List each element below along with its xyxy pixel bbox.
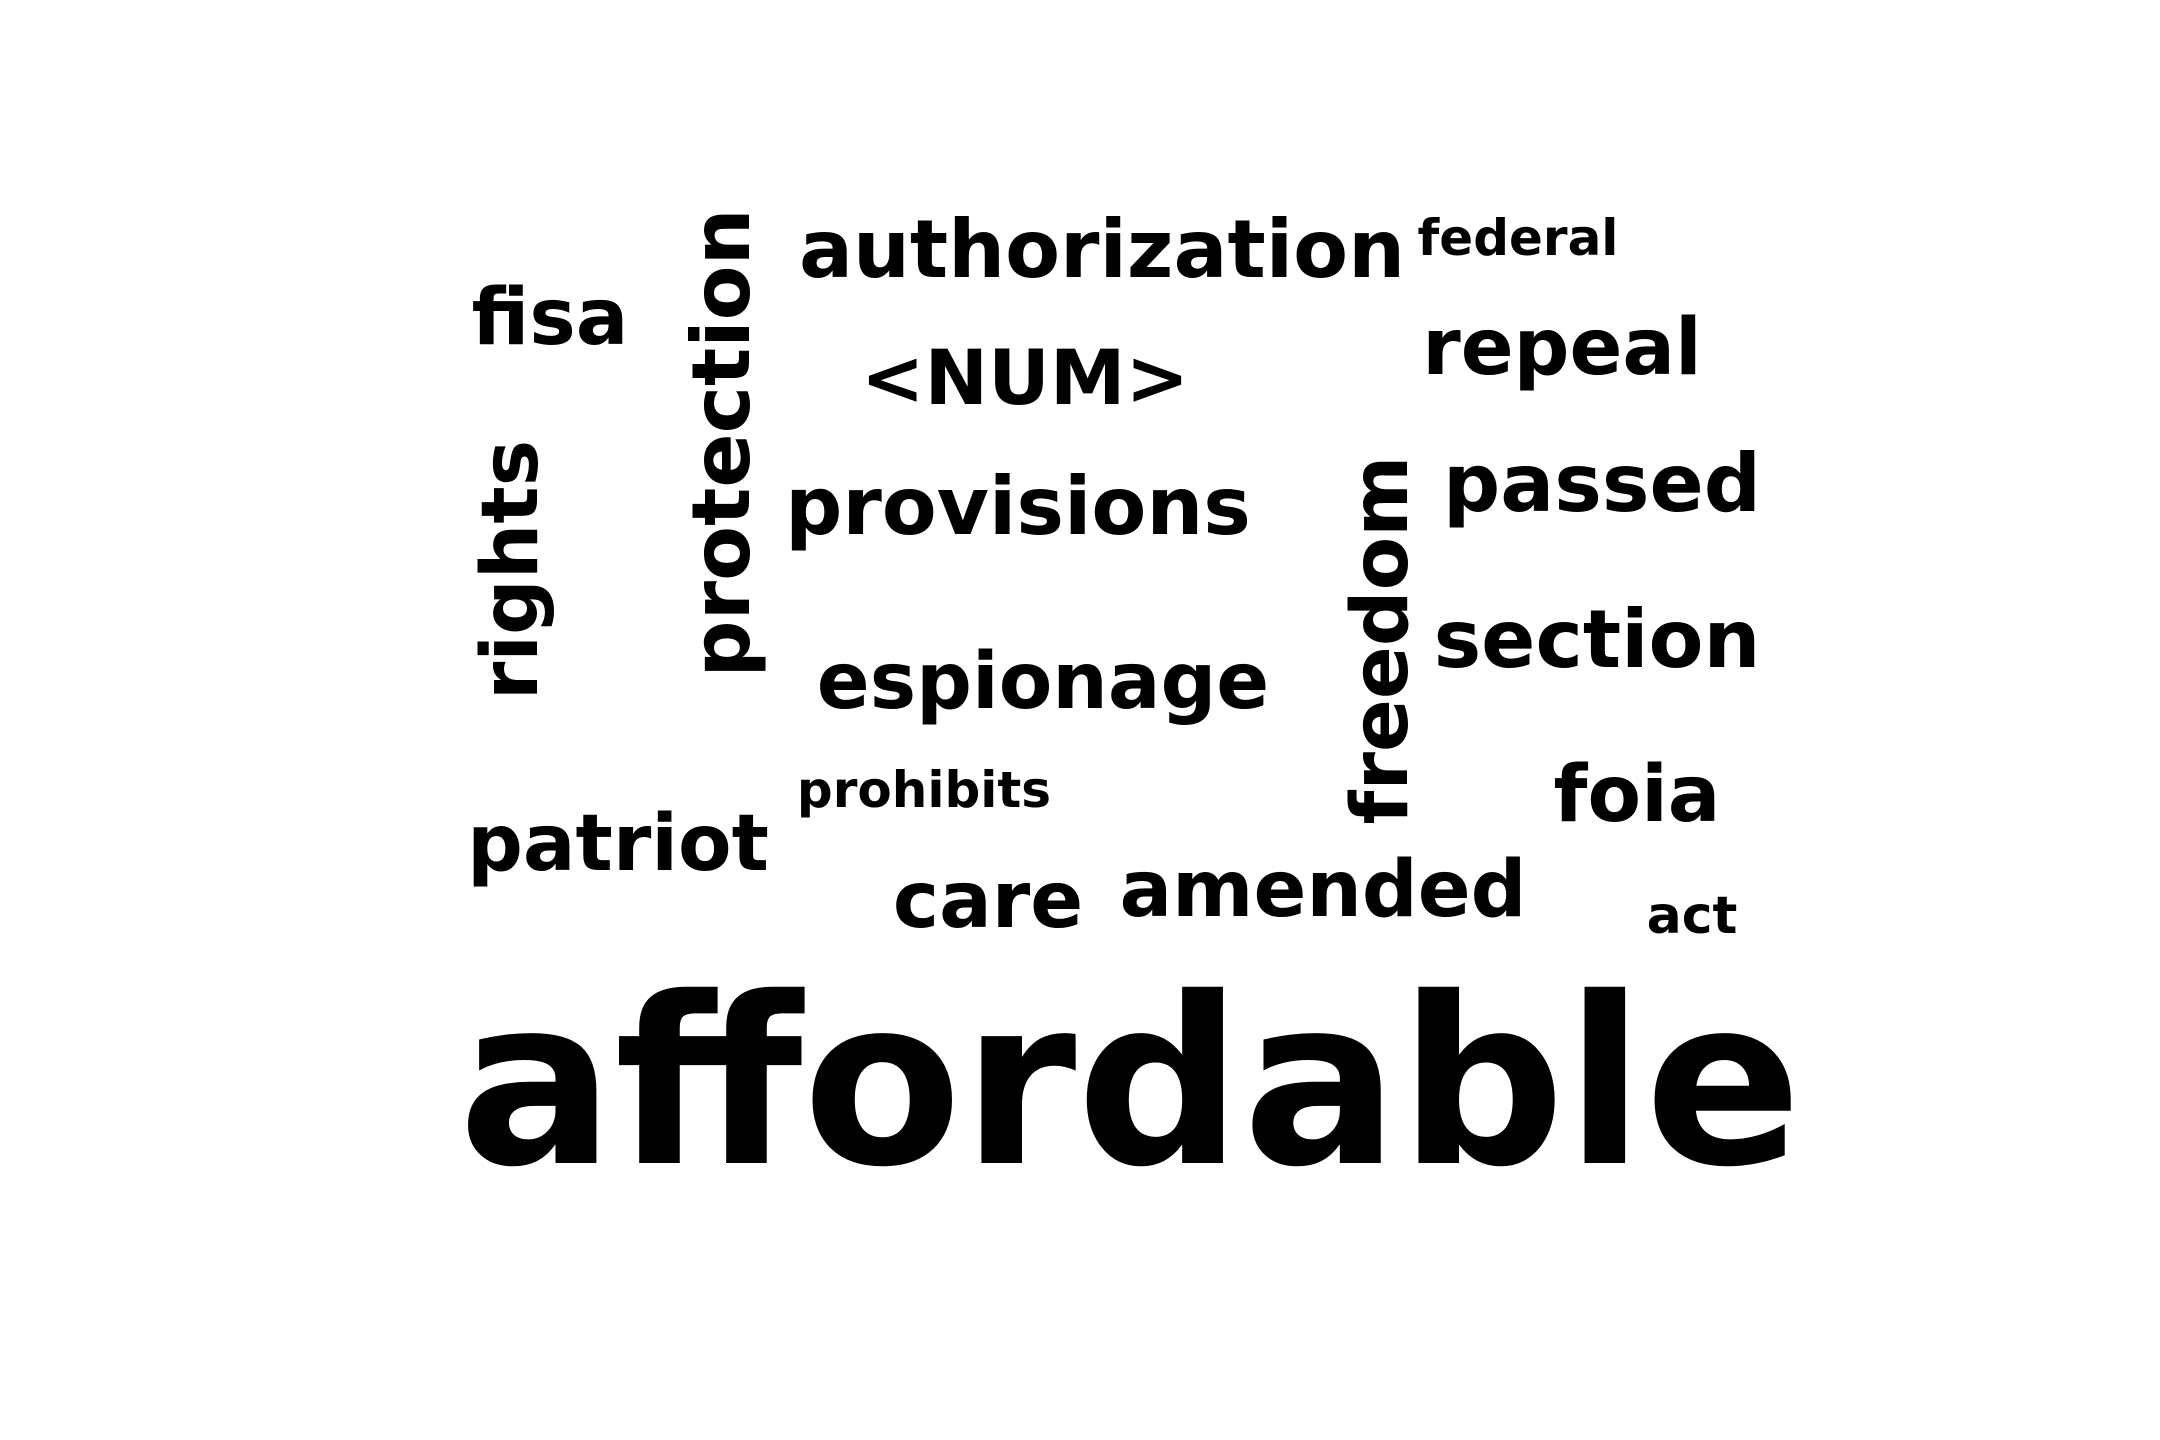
- word-federal: federal: [1417, 209, 1619, 267]
- word-foia: foia: [1553, 750, 1721, 840]
- word-authorization: authorization: [798, 203, 1406, 296]
- word-passed: passed: [1442, 437, 1762, 530]
- word-espionage: espionage: [816, 637, 1270, 727]
- word-freedom: freedom: [1336, 455, 1426, 825]
- word-act: act: [1646, 886, 1738, 946]
- word-patriot: patriot: [467, 799, 769, 889]
- word-repeal: repeal: [1422, 303, 1702, 393]
- word-rights: rights: [466, 439, 556, 701]
- word-care: care: [892, 856, 1084, 946]
- word-protection: protection: [675, 208, 768, 678]
- word-num: <NUM>: [860, 333, 1190, 422]
- word-provisions: provisions: [785, 460, 1251, 553]
- word-amended: amended: [1119, 845, 1527, 935]
- word-affordable: affordable: [458, 948, 1802, 1218]
- word-section: section: [1433, 593, 1761, 686]
- word-prohibits: prohibits: [796, 761, 1052, 819]
- word-fisa: fisa: [471, 273, 629, 363]
